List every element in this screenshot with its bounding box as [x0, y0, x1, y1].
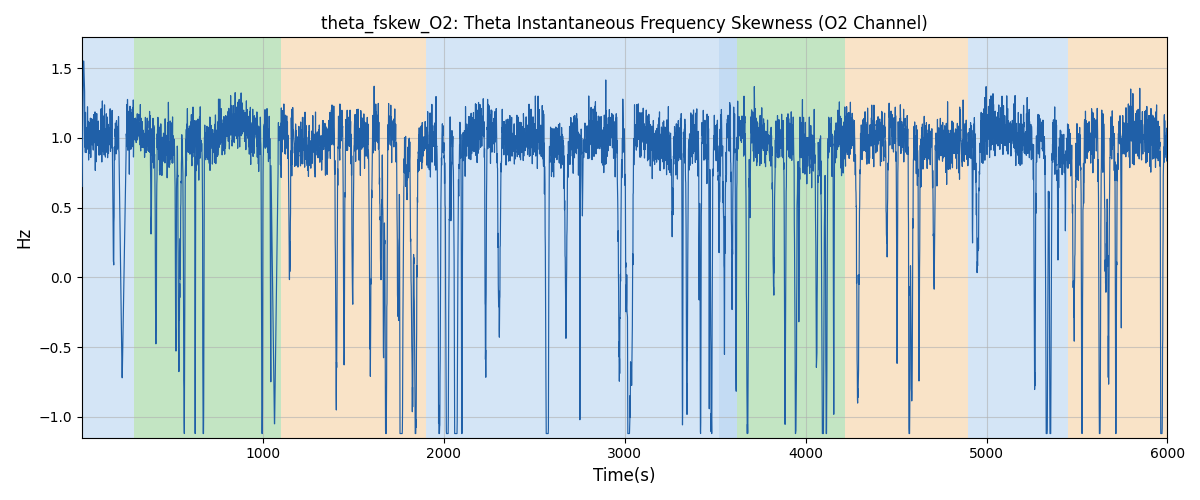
X-axis label: Time(s): Time(s)	[594, 467, 656, 485]
Bar	[82, 38, 134, 438]
Bar	[1068, 38, 1168, 438]
Bar	[281, 38, 426, 438]
Bar	[719, 38, 737, 438]
Bar	[426, 38, 719, 438]
Bar	[737, 38, 845, 438]
Bar	[134, 38, 281, 438]
Bar	[968, 38, 1068, 438]
Y-axis label: Hz: Hz	[14, 227, 32, 248]
Title: theta_fskew_O2: Theta Instantaneous Frequency Skewness (O2 Channel): theta_fskew_O2: Theta Instantaneous Freq…	[322, 15, 928, 34]
Bar	[845, 38, 968, 438]
